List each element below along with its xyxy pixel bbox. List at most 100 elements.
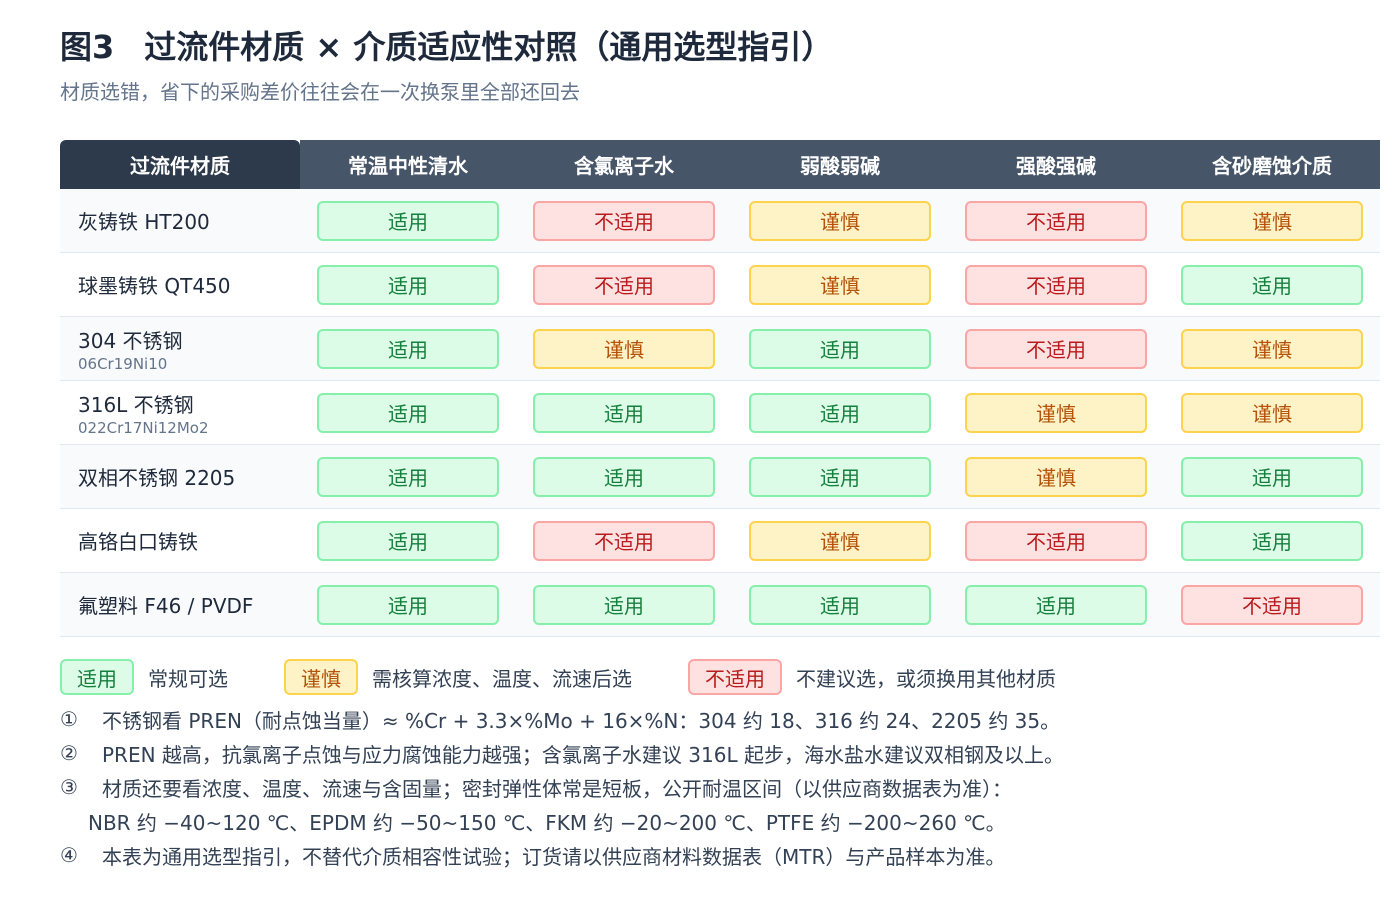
note-text: 材质还要看浓度、温度、流速与含固量；密封弹性体常是短板，公开耐温区间（以供应商数…: [102, 776, 1012, 801]
material-name: 双相不锈钢 2205: [78, 466, 236, 490]
rating-cell: 谨慎: [1164, 381, 1380, 444]
figure-title: 过流件材质 × 介质适应性对照（通用选型指引）: [144, 28, 834, 66]
rating-badge: 谨慎: [1181, 392, 1363, 433]
rating-badge: 适用: [317, 520, 499, 561]
rating-cell: 适用: [300, 189, 516, 252]
compatibility-table: 过流件材质 常温中性清水 含氯离子水 弱酸弱碱 强酸强碱 含砂磨蚀介质 灰铸铁 …: [60, 140, 1380, 637]
page-subtitle: 材质选错，省下的采购差价往往会在一次换泵里全部还回去: [60, 80, 580, 104]
rating-badge: 不适用: [533, 200, 715, 241]
rating-badge: 适用: [317, 264, 499, 305]
material-cell: 高铬白口铸铁: [60, 509, 300, 572]
rating-cell: 适用: [300, 253, 516, 316]
rating-cell: 适用: [516, 573, 732, 636]
legend-swatch-not-suitable: 不适用: [688, 659, 782, 695]
rating-badge: 适用: [749, 392, 931, 433]
rating-badge: 不适用: [533, 520, 715, 561]
column-header: 常温中性清水: [300, 140, 516, 189]
legend: 适用 常规可选 谨慎 需核算浓度、温度、流速后选 不适用 不建议选，或须换用其他…: [60, 659, 1056, 695]
notes-list: ① 不锈钢看 PREN（耐点蚀当量）≈ %Cr + 3.3×%Mo + 16×%N…: [60, 702, 1064, 872]
table-row: 灰铸铁 HT200 适用 不适用 谨慎 不适用 谨慎: [60, 189, 1380, 253]
rating-badge: 谨慎: [965, 392, 1147, 433]
rating-badge: 不适用: [965, 264, 1147, 305]
table-row: 高铬白口铸铁 适用 不适用 谨慎 不适用 适用: [60, 509, 1380, 573]
rating-badge: 适用: [965, 584, 1147, 625]
rating-cell: 适用: [516, 445, 732, 508]
legend-text: 常规可选: [148, 666, 228, 691]
material-name: 球墨铸铁 QT450: [78, 274, 231, 298]
rating-cell: 适用: [1164, 445, 1380, 508]
rating-badge: 不适用: [965, 520, 1147, 561]
rating-badge: 谨慎: [1181, 328, 1363, 369]
rating-cell: 不适用: [1164, 573, 1380, 636]
rating-badge: 谨慎: [965, 456, 1147, 497]
rating-cell: 不适用: [516, 253, 732, 316]
note-item: ④ 本表为通用选型指引，不替代介质相容性试验；订货请以供应商材料数据表（MTR）与…: [60, 838, 1064, 872]
table-row: 304 不锈钢 06Cr19Ni10 适用 谨慎 适用 不适用 谨慎: [60, 317, 1380, 381]
material-grade: 022Cr17Ni12Mo2: [78, 418, 209, 437]
rating-cell: 不适用: [948, 509, 1164, 572]
material-name: 氟塑料 F46 / PVDF: [78, 594, 254, 618]
note-number: ②: [60, 741, 78, 765]
table-row: 316L 不锈钢 022Cr17Ni12Mo2 适用 适用 适用 谨慎 谨慎: [60, 381, 1380, 445]
note-item-continued: NBR 约 −40~120 ℃、EPDM 约 −50~150 ℃、FKM 约 −…: [60, 804, 1064, 838]
rating-cell: 适用: [732, 317, 948, 380]
rating-badge: 谨慎: [749, 200, 931, 241]
material-name: 灰铸铁 HT200: [78, 210, 210, 234]
note-number: ③: [60, 775, 78, 799]
rating-badge: 适用: [317, 584, 499, 625]
rating-badge: 适用: [749, 456, 931, 497]
rating-cell: 谨慎: [516, 317, 732, 380]
rating-badge: 不适用: [533, 264, 715, 305]
table-row: 双相不锈钢 2205 适用 适用 适用 谨慎 适用: [60, 445, 1380, 509]
rating-cell: 谨慎: [1164, 189, 1380, 252]
rating-badge: 适用: [749, 328, 931, 369]
material-cell: 球墨铸铁 QT450: [60, 253, 300, 316]
note-text: 不锈钢看 PREN（耐点蚀当量）≈ %Cr + 3.3×%Mo + 16×%N：…: [102, 708, 1061, 733]
figure-label: 图3: [60, 28, 115, 66]
table-body: 灰铸铁 HT200 适用 不适用 谨慎 不适用 谨慎 球墨铸铁 QT450 适用 不适用 谨慎 不适…: [60, 189, 1380, 637]
rating-cell: 适用: [948, 573, 1164, 636]
column-header: 含砂磨蚀介质: [1164, 140, 1380, 189]
note-number: ①: [60, 707, 78, 731]
rating-cell: 适用: [300, 445, 516, 508]
rating-cell: 不适用: [516, 189, 732, 252]
legend-swatch-caution: 谨慎: [284, 659, 358, 695]
rating-badge: 适用: [1181, 456, 1363, 497]
legend-text: 需核算浓度、温度、流速后选: [372, 666, 632, 691]
rating-cell: 适用: [732, 381, 948, 444]
note-item: ③ 材质还要看浓度、温度、流速与含固量；密封弹性体常是短板，公开耐温区间（以供应商…: [60, 770, 1064, 804]
rating-cell: 不适用: [516, 509, 732, 572]
rating-badge: 适用: [533, 584, 715, 625]
rating-cell: 适用: [300, 317, 516, 380]
column-header: 弱酸弱碱: [732, 140, 948, 189]
rating-cell: 谨慎: [732, 189, 948, 252]
rating-badge: 谨慎: [1181, 200, 1363, 241]
rating-cell: 适用: [300, 509, 516, 572]
rating-cell: 谨慎: [732, 253, 948, 316]
column-header-material: 过流件材质: [60, 140, 300, 189]
rating-cell: 谨慎: [732, 509, 948, 572]
rating-badge: 谨慎: [533, 328, 715, 369]
rating-cell: 适用: [732, 573, 948, 636]
material-cell: 灰铸铁 HT200: [60, 189, 300, 252]
rating-cell: 不适用: [948, 253, 1164, 316]
rating-badge: 适用: [533, 456, 715, 497]
rating-badge: 适用: [1181, 520, 1363, 561]
material-cell: 氟塑料 F46 / PVDF: [60, 573, 300, 636]
rating-cell: 谨慎: [948, 381, 1164, 444]
rating-cell: 不适用: [948, 189, 1164, 252]
rating-badge: 适用: [533, 392, 715, 433]
rating-cell: 适用: [300, 573, 516, 636]
rating-cell: 适用: [732, 445, 948, 508]
note-text: NBR 约 −40~120 ℃、EPDM 约 −50~150 ℃、FKM 约 −…: [88, 810, 1006, 835]
rating-badge: 不适用: [1181, 584, 1363, 625]
rating-badge: 适用: [1181, 264, 1363, 305]
rating-badge: 适用: [317, 456, 499, 497]
material-cell: 304 不锈钢 06Cr19Ni10: [60, 317, 300, 380]
column-header: 含氯离子水: [516, 140, 732, 189]
material-cell: 316L 不锈钢 022Cr17Ni12Mo2: [60, 381, 300, 444]
rating-badge: 谨慎: [749, 264, 931, 305]
rating-cell: 谨慎: [948, 445, 1164, 508]
note-number: ④: [60, 843, 78, 867]
note-item: ① 不锈钢看 PREN（耐点蚀当量）≈ %Cr + 3.3×%Mo + 16×%N…: [60, 702, 1064, 736]
